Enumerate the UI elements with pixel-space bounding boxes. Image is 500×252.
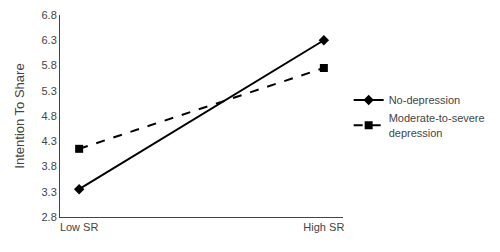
svg-text:5.3: 5.3 [42,85,57,97]
svg-text:5.8: 5.8 [42,59,57,71]
svg-text:6.3: 6.3 [42,34,57,46]
svg-text:Moderate-to-severedepression: Moderate-to-severedepression [389,112,485,138]
svg-text:3.3: 3.3 [42,186,57,198]
svg-text:4.3: 4.3 [42,135,57,147]
svg-text:Intention To Share: Intention To Share [12,63,27,168]
svg-text:2.8: 2.8 [42,211,57,223]
svg-text:4.8: 4.8 [42,110,57,122]
svg-text:High SR: High SR [303,221,344,233]
svg-text:3.8: 3.8 [42,160,57,172]
svg-text:Low SR: Low SR [60,221,99,233]
svg-text:No-depression: No-depression [389,94,461,106]
svg-text:6.8: 6.8 [42,9,57,21]
